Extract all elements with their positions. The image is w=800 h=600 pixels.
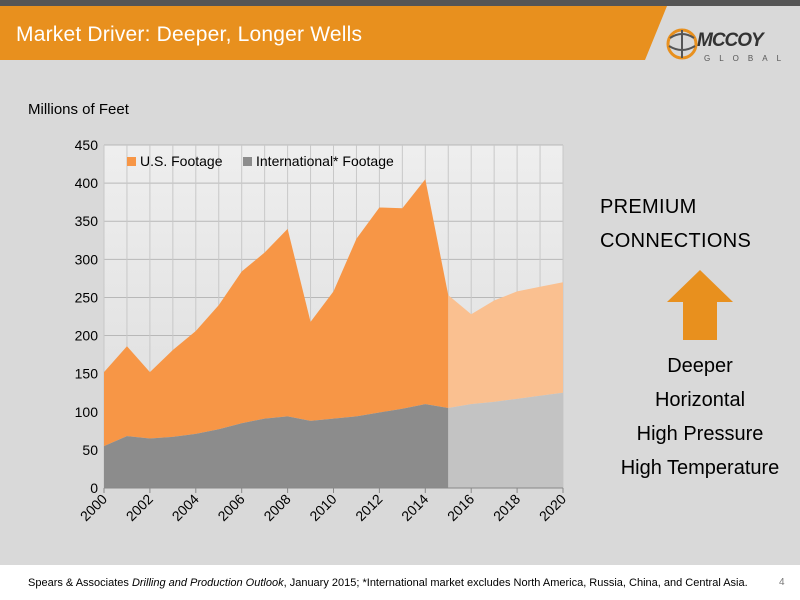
footer: Spears & Associates Drilling and Product… bbox=[0, 565, 800, 600]
y-axis-label: Millions of Feet bbox=[28, 101, 129, 118]
legend-swatch-international bbox=[243, 157, 252, 166]
premium-heading-line1: PREMIUM bbox=[600, 196, 697, 218]
x-tick-label: 2014 bbox=[398, 491, 431, 524]
source-suffix: , January 2015; *International market ex… bbox=[283, 577, 748, 589]
premium-heading-line2: CONNECTIONS bbox=[600, 230, 752, 252]
y-tick-label: 100 bbox=[75, 404, 99, 420]
source-title: Drilling and Production Outlook bbox=[131, 577, 284, 589]
up-arrow-icon bbox=[667, 270, 733, 340]
y-tick-label: 200 bbox=[75, 328, 99, 344]
driver-high-pressure: High Pressure bbox=[636, 423, 764, 445]
driver-high-temperature: High Temperature bbox=[620, 457, 780, 479]
x-tick-label: 2020 bbox=[536, 491, 569, 524]
us-footage-area bbox=[104, 179, 449, 447]
legend-label-international: International* Footage bbox=[256, 153, 394, 169]
legend-swatch-us bbox=[127, 157, 136, 166]
driver-horizontal: Horizontal bbox=[654, 389, 746, 411]
x-tick-label: 2002 bbox=[123, 491, 156, 524]
x-tick-label: 2012 bbox=[352, 491, 385, 524]
y-tick-label: 300 bbox=[75, 251, 99, 267]
source-prefix: Spears & Associates bbox=[28, 577, 132, 589]
y-tick-label: 50 bbox=[82, 442, 98, 458]
x-tick-label: 2018 bbox=[490, 491, 523, 524]
x-tick-label: 2004 bbox=[169, 491, 202, 524]
y-tick-label: 250 bbox=[75, 289, 99, 305]
legend-label-us: U.S. Footage bbox=[140, 153, 223, 169]
x-tick-label: 2000 bbox=[77, 491, 110, 524]
international-footage-area bbox=[104, 404, 449, 488]
logo-wordmark: MCCOY bbox=[697, 30, 764, 51]
y-tick-label: 400 bbox=[75, 175, 99, 191]
top-strip bbox=[0, 0, 800, 6]
page-number: 4 bbox=[779, 577, 785, 588]
mccoy-logo-icon bbox=[666, 28, 698, 60]
y-tick-label: 150 bbox=[75, 366, 99, 382]
x-tick-label: 2010 bbox=[306, 491, 339, 524]
logo-subtitle: GLOBAL bbox=[704, 54, 791, 63]
slide-title: Market Driver: Deeper, Longer Wells bbox=[16, 23, 363, 46]
y-tick-label: 350 bbox=[75, 213, 99, 229]
source-note: Spears & Associates Drilling and Product… bbox=[28, 577, 748, 589]
international-footage-forecast-area bbox=[448, 392, 563, 488]
x-tick-label: 2006 bbox=[214, 491, 247, 524]
x-tick-label: 2016 bbox=[444, 491, 477, 524]
y-tick-label: 450 bbox=[75, 137, 99, 153]
x-tick-label: 2008 bbox=[260, 491, 293, 524]
banner-wedge bbox=[645, 6, 667, 60]
y-tick-label: 0 bbox=[90, 480, 98, 496]
driver-deeper: Deeper bbox=[667, 355, 733, 377]
us-footage-forecast-area bbox=[448, 282, 563, 408]
title-banner: Market Driver: Deeper, Longer Wells bbox=[0, 6, 645, 60]
